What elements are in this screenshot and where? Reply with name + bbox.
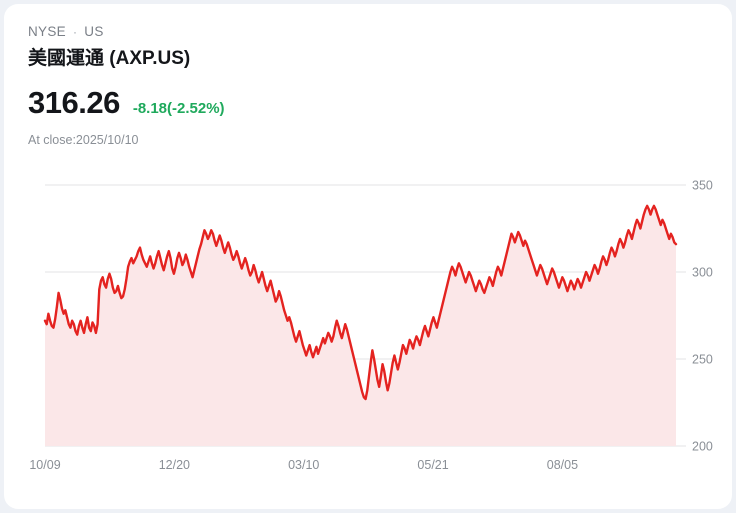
x-axis-label: 08/05 (547, 458, 578, 472)
price-row: 316.26 -8.18(-2.52%) (28, 86, 732, 120)
stock-quote-card: NYSE · US 美國運通 (AXP.US) 316.26 -8.18(-2.… (4, 4, 732, 509)
current-price: 316.26 (28, 85, 120, 120)
price-change: -8.18(-2.52%) (132, 100, 225, 117)
at-close-timestamp: At close:2025/10/10 (28, 133, 139, 147)
chart-y-axis-labels: 350 300 250 200 (692, 179, 713, 454)
chart-x-axis-labels: 10/09 12/20 03/10 05/21 08/05 (29, 458, 578, 472)
chart-line (43, 204, 678, 401)
exchange-line: NYSE · US (28, 24, 732, 40)
y-axis-label: 200 (692, 440, 713, 454)
x-axis-label: 03/10 (288, 458, 319, 472)
y-axis-label: 350 (692, 179, 713, 193)
x-axis-label: 12/20 (159, 458, 190, 472)
x-axis-label: 10/09 (29, 458, 60, 472)
price-chart-svg[interactable]: 350 300 250 200 10/09 12/20 03/10 05/21 08/05 (4, 164, 732, 484)
separator-dot: · (72, 25, 78, 39)
x-axis-label: 05/21 (417, 458, 448, 472)
exchange-label: NYSE (28, 24, 66, 39)
chart-area-fill (45, 205, 676, 446)
region-label: US (84, 24, 104, 39)
y-axis-label: 250 (692, 353, 713, 367)
price-chart[interactable]: 350 300 250 200 10/09 12/20 03/10 05/21 08/05 (4, 164, 732, 484)
quote-header: NYSE · US 美國運通 (AXP.US) 316.26 -8.18(-2.… (4, 4, 732, 148)
page-title: 美國運通 (AXP.US) (28, 48, 191, 69)
y-axis-label: 300 (692, 266, 713, 280)
